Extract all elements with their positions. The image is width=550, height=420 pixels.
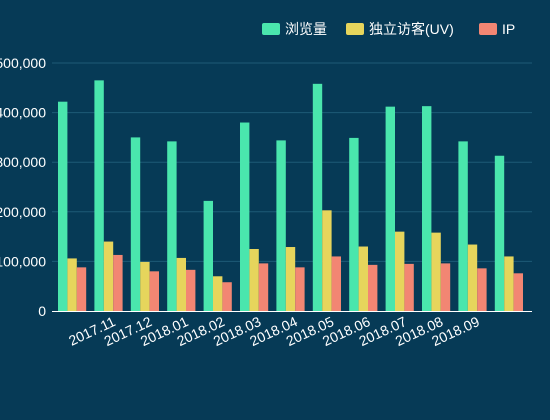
bar-ip[interactable] (113, 254, 123, 311)
bar-uv[interactable] (504, 256, 514, 311)
legend-swatch (479, 23, 497, 35)
y-axis-tick-labels: 0 100,000 200,000 300,000 400,000 500,000 (0, 55, 46, 319)
bar-pageviews[interactable] (276, 140, 286, 311)
y-tick-label: 300,000 (0, 154, 46, 170)
y-tick-label: 400,000 (0, 105, 46, 121)
bar-ip[interactable] (258, 263, 269, 311)
bar-pageviews[interactable] (58, 101, 68, 311)
bar-pageviews[interactable] (94, 80, 104, 311)
y-tick-label: 500,000 (0, 55, 46, 71)
bar-ip[interactable] (368, 264, 378, 311)
bar-pageviews[interactable] (312, 83, 323, 311)
bar-uv[interactable] (285, 247, 296, 311)
legend-swatch (346, 23, 364, 35)
bar-uv[interactable] (322, 210, 332, 311)
bar-pageviews[interactable] (167, 141, 177, 311)
bar-uv[interactable] (176, 257, 186, 311)
bar-uv[interactable] (140, 261, 150, 311)
legend-label: 独立访客(UV) (369, 21, 454, 37)
bar-pageviews[interactable] (240, 122, 250, 312)
legend-item[interactable]: 浏览量 (262, 21, 327, 37)
bar-pageviews[interactable] (385, 106, 395, 312)
y-tick-label: 0 (38, 303, 46, 319)
legend-label: 浏览量 (285, 21, 327, 37)
bar-ip[interactable] (222, 282, 232, 311)
bar-ip[interactable] (440, 263, 451, 311)
bar-uv[interactable] (358, 246, 368, 311)
legend-label: IP (502, 21, 515, 37)
legend[interactable]: 浏览量 独立访客(UV) IP (262, 21, 515, 37)
legend-item[interactable]: 独立访客(UV) (346, 21, 454, 37)
bar-ip[interactable] (149, 271, 159, 311)
bar-uv[interactable] (395, 231, 405, 311)
bar-ip[interactable] (513, 273, 523, 311)
bar-pageviews[interactable] (203, 200, 213, 311)
bar-ip[interactable] (404, 263, 414, 311)
bar-pageviews[interactable] (422, 106, 432, 312)
bar-pageviews[interactable] (458, 141, 468, 311)
legend-item[interactable]: IP (479, 21, 515, 37)
bar-ip[interactable] (295, 267, 305, 311)
bar-pageviews[interactable] (130, 137, 141, 311)
y-tick-label: 100,000 (0, 253, 46, 269)
x-axis-tick-labels: 2017.112017.122018.012018.022018.032018.… (66, 313, 482, 349)
bar-ip[interactable] (186, 269, 196, 311)
bar-uv[interactable] (67, 258, 77, 311)
bar-ip[interactable] (76, 267, 87, 311)
bar-pageviews[interactable] (349, 137, 359, 311)
bar-uv[interactable] (213, 276, 223, 311)
bar-uv[interactable] (431, 232, 441, 311)
y-tick-label: 200,000 (0, 204, 46, 220)
bar-pageviews[interactable] (494, 155, 505, 311)
bar-ip[interactable] (477, 268, 487, 311)
bar-ip[interactable] (331, 256, 341, 311)
bar-uv[interactable] (103, 241, 114, 311)
legend-swatch (262, 23, 280, 35)
bar-uv[interactable] (249, 249, 259, 311)
bar-uv[interactable] (467, 244, 478, 311)
bars (58, 80, 523, 312)
